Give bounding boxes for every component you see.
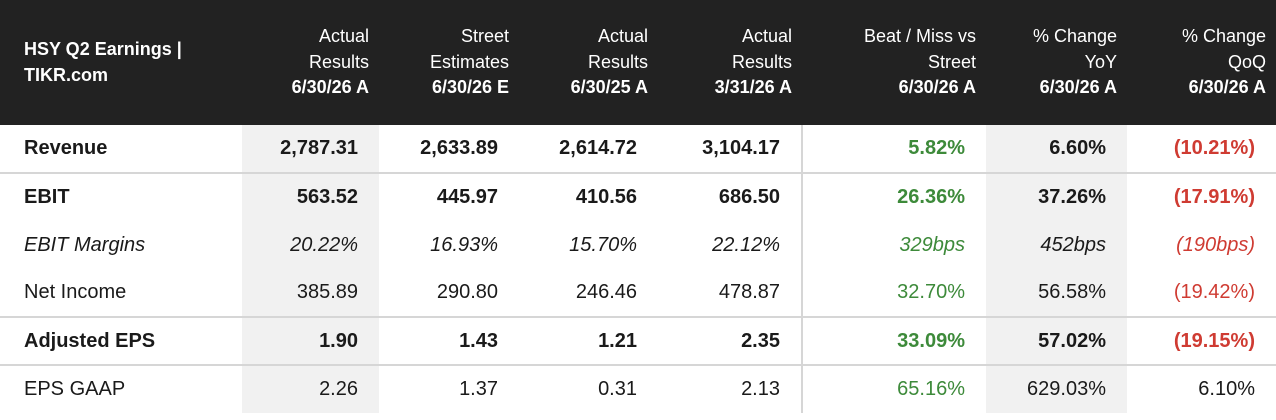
cell-street-estimate: 290.80: [436, 281, 498, 303]
row-label: EBIT: [0, 172, 242, 221]
cell-change-yoy: 452bps: [986, 221, 1127, 269]
cell-actual-q1-26: 2.13: [658, 364, 802, 413]
cell-actual-q1-26: 686.50: [658, 172, 802, 221]
cell-street-estimate: 1.43: [379, 316, 519, 365]
row-label: Net Income: [24, 281, 127, 303]
row-label: Revenue: [24, 137, 108, 159]
cell-beat-miss: 329bps: [801, 221, 986, 269]
cell-change-yoy: 37.26%: [986, 172, 1127, 221]
cell-actual-q2-26: 385.89: [242, 269, 379, 317]
table-row-adjusted-eps: Adjusted EPS 1.90 1.43 1.21 2.35 33.09% …: [0, 316, 1276, 365]
col-header-change-yoy: % Change YoY 6/30/26 A: [1032, 26, 1117, 98]
cell-actual-q1-26: 2.35: [658, 316, 802, 365]
row-label: Adjusted EPS: [0, 316, 242, 365]
cell-actual-q1-26: 22.12%: [712, 233, 780, 256]
cell-actual-q2-25: 15.70%: [569, 233, 637, 256]
cell-change-yoy: 57.02%: [986, 316, 1127, 365]
table-row-ebit: EBIT 563.52 445.97 410.56 686.50 26.36% …: [0, 172, 1276, 221]
cell-actual-q2-25: 410.56: [519, 172, 658, 221]
cell-change-qoq: (10.21%): [1173, 137, 1255, 159]
col-header-actual-q2-26: Actual Results 6/30/26 A: [291, 26, 369, 98]
cell-street-estimate: 445.97: [379, 172, 519, 221]
cell-beat-miss: 5.82%: [801, 125, 986, 173]
cell-change-qoq: 6.10%: [1127, 364, 1276, 413]
cell-actual-q2-26: 1.90: [242, 316, 379, 365]
cell-actual-q1-26: 478.87: [718, 281, 780, 303]
row-label: EBIT Margins: [24, 233, 146, 256]
cell-actual-q2-26: 20.22%: [242, 221, 379, 269]
cell-street-estimate: 16.93%: [430, 233, 498, 256]
cell-actual-q2-26: 563.52: [242, 172, 379, 221]
col-header-actual-q2-25: Actual Results 6/30/25 A: [570, 26, 648, 98]
cell-change-yoy: 56.58%: [986, 269, 1127, 317]
table-row-ebit-margins: EBIT Margins 20.22% 16.93% 15.70% 22.12%…: [0, 221, 1276, 269]
col-header-actual-q1-26: Actual Results 3/31/26 A: [714, 26, 792, 98]
cell-change-qoq: (190bps): [1176, 233, 1255, 256]
cell-actual-q2-25: 1.21: [519, 316, 658, 365]
col-header-street-estimates: Street Estimates 6/30/26 E: [429, 26, 509, 98]
header-row: HSY Q2 Earnings | TIKR.com Actual Result…: [0, 0, 1276, 125]
cell-change-qoq: (17.91%): [1127, 172, 1276, 221]
cell-actual-q1-26: 3,104.17: [702, 137, 780, 159]
table-row-revenue: Revenue 2,787.31 2,633.89 2,614.72 3,104…: [0, 125, 1276, 173]
col-header-change-qoq: % Change QoQ 6/30/26 A: [1181, 26, 1266, 98]
cell-actual-q2-26: 2.26: [242, 364, 379, 413]
table-title: HSY Q2 Earnings | TIKR.com: [24, 39, 182, 85]
cell-street-estimate: 1.37: [379, 364, 519, 413]
cell-actual-q2-25: 2,614.72: [559, 137, 637, 159]
cell-actual-q2-25: 0.31: [519, 364, 658, 413]
table-row-eps-gaap: EPS GAAP 2.26 1.37 0.31 2.13 65.16% 629.…: [0, 364, 1276, 413]
cell-actual-q2-25: 246.46: [575, 281, 637, 303]
cell-actual-q2-26: 2,787.31: [242, 125, 379, 173]
cell-beat-miss: 32.70%: [801, 269, 986, 317]
cell-change-qoq: (19.15%): [1127, 316, 1276, 365]
cell-change-yoy: 6.60%: [986, 125, 1127, 173]
cell-change-qoq: (19.42%): [1173, 281, 1255, 303]
cell-beat-miss: 33.09%: [801, 316, 986, 365]
cell-beat-miss: 26.36%: [801, 172, 986, 221]
col-header-beat-miss: Beat / Miss vs Street 6/30/26 A: [863, 26, 976, 98]
cell-beat-miss: 65.16%: [801, 364, 986, 413]
row-label: EPS GAAP: [0, 364, 242, 413]
cell-street-estimate: 2,633.89: [420, 137, 498, 159]
table-row-net-income: Net Income 385.89 290.80 246.46 478.87 3…: [0, 269, 1276, 317]
cell-change-yoy: 629.03%: [986, 364, 1127, 413]
